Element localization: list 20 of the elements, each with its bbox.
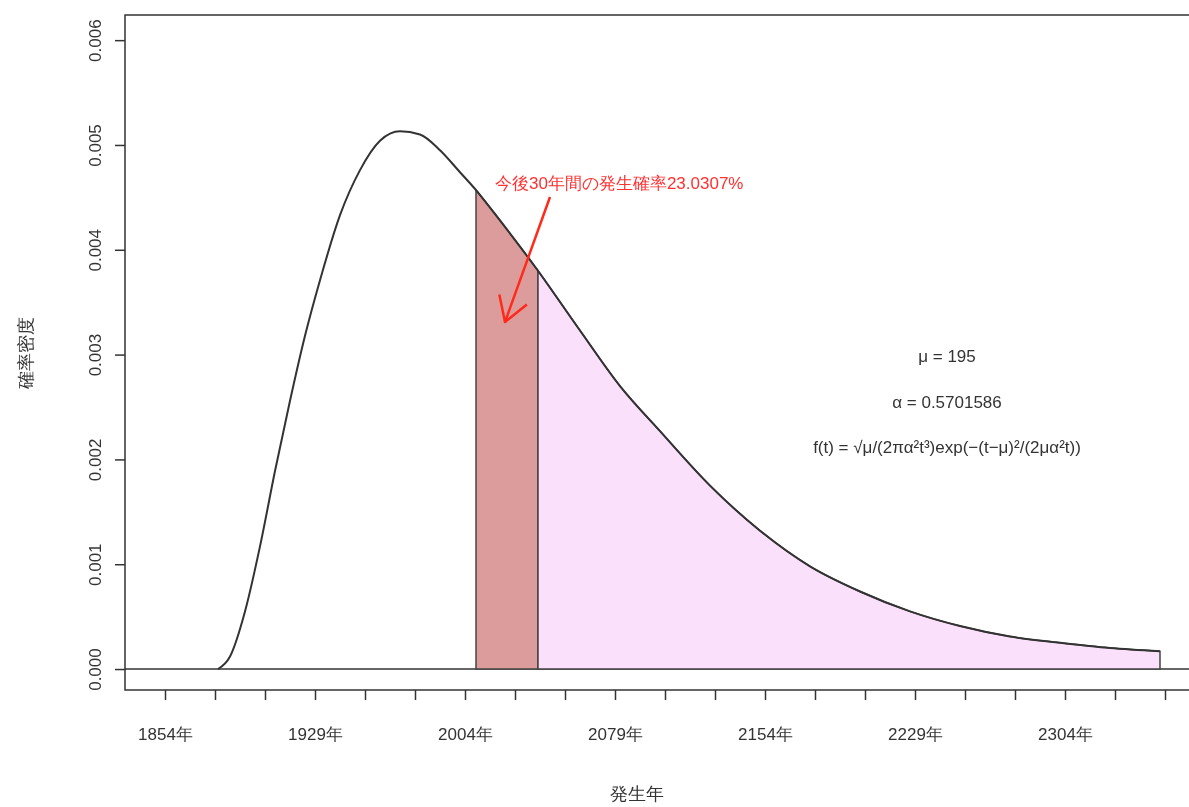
y-tick-label: 0.004 bbox=[85, 229, 105, 272]
x-tick-label: 2079年 bbox=[588, 725, 643, 745]
y-tick-label: 0.001 bbox=[85, 543, 105, 586]
y-tick-label: 0.002 bbox=[85, 438, 105, 482]
x-tick-label: 2004年 bbox=[438, 725, 493, 745]
annotation: α = 0.5701586 bbox=[892, 393, 1002, 412]
x-axis-title: 発生年 bbox=[610, 784, 664, 804]
annotation: f(t) = √μ/(2πα²t³)exp(−(t−μ)²/(2μα²t)) bbox=[813, 438, 1081, 457]
y-tick-label: 0.003 bbox=[85, 333, 105, 377]
x-tick-label: 2229年 bbox=[888, 725, 943, 745]
x-tick-label: 2154年 bbox=[738, 725, 793, 745]
x-tick-label: 1854年 bbox=[138, 725, 193, 745]
y-axis-title: 確率密度 bbox=[16, 316, 36, 390]
x-tick-label: 2304年 bbox=[1038, 725, 1093, 745]
annotation: μ = 195 bbox=[918, 347, 976, 366]
x-tick-label: 1929年 bbox=[288, 725, 343, 745]
y-tick-label: 0.006 bbox=[85, 19, 105, 62]
y-tick-label: 0.000 bbox=[85, 648, 105, 691]
y-tick-label: 0.005 bbox=[85, 124, 105, 167]
annotation: 今後30年間の発生確率23.0307% bbox=[495, 174, 744, 193]
